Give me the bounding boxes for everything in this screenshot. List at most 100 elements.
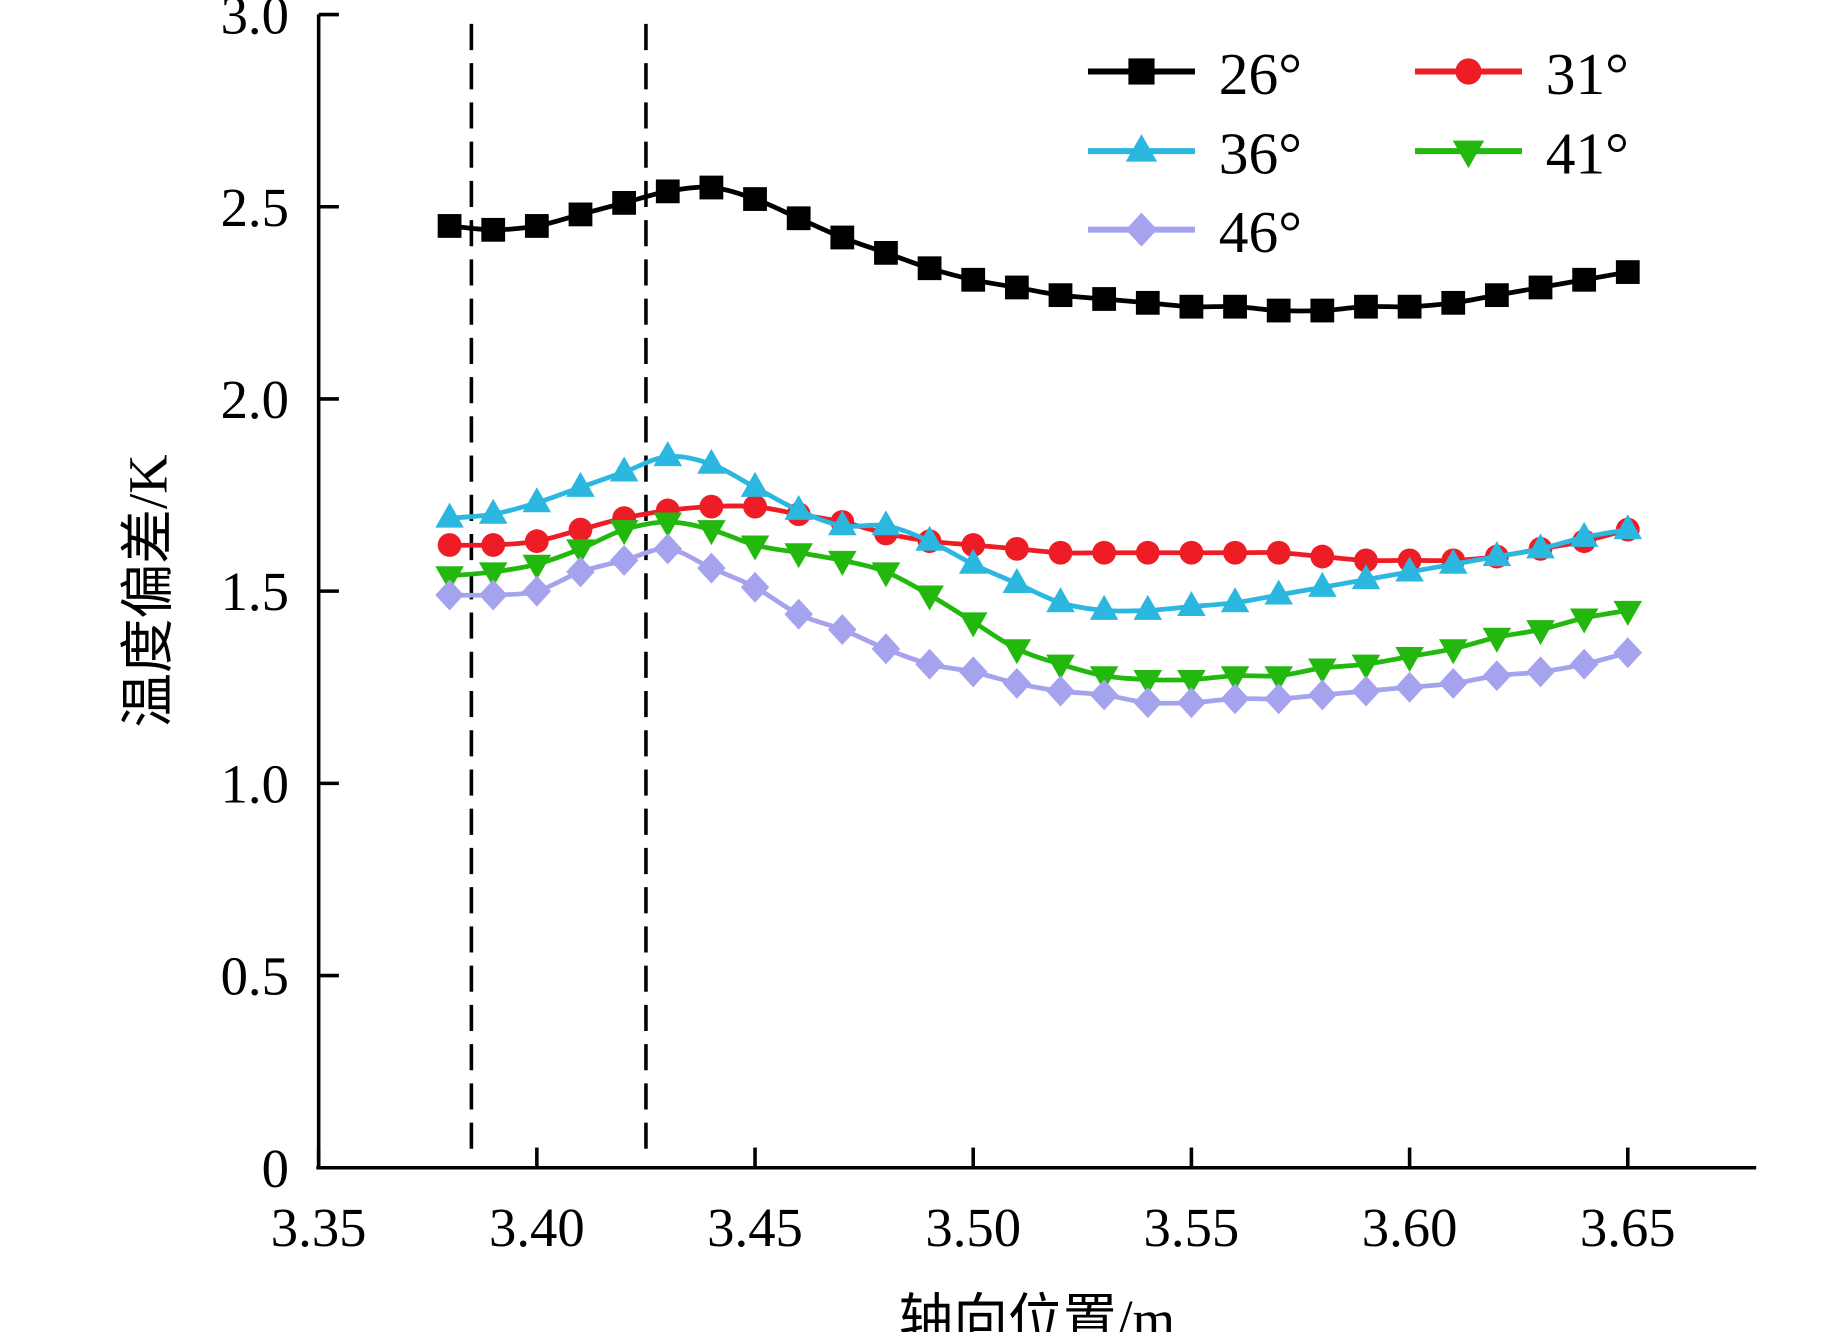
circle-marker (1048, 540, 1073, 565)
diamond-marker (1308, 679, 1337, 711)
square-marker (874, 240, 898, 265)
square-marker (917, 256, 942, 281)
triangle-up-marker (784, 494, 813, 520)
square-marker (1397, 294, 1422, 319)
diamond-marker (1482, 660, 1512, 692)
square-marker (481, 217, 506, 242)
square-marker (568, 202, 593, 227)
circle-marker (743, 494, 767, 519)
triangle-up-marker (1002, 568, 1032, 593)
triangle-up-marker (1438, 548, 1468, 574)
diamond-marker (1220, 683, 1250, 715)
square-marker (1484, 283, 1509, 308)
triangle-up-marker (1125, 134, 1158, 162)
series-line (449, 184, 1629, 314)
circle-marker (437, 533, 462, 557)
square-marker (1179, 294, 1204, 319)
circle-marker (1223, 540, 1247, 565)
y-tick-label: 0.5 (221, 946, 289, 1007)
series-group (435, 175, 1643, 719)
triangle-down-marker (566, 539, 595, 565)
circle-marker (568, 517, 593, 542)
triangle-up-marker (1351, 564, 1381, 590)
triangle-up-marker (1569, 521, 1599, 547)
circle-marker (481, 533, 506, 557)
series-26-deg (437, 175, 1640, 323)
circle-marker (1004, 536, 1029, 561)
y-tick-label: 0 (262, 1138, 289, 1199)
square-marker (1223, 294, 1247, 319)
diamond-marker (653, 533, 683, 565)
series-41-deg (435, 512, 1643, 696)
triangle-down-marker (1220, 666, 1250, 692)
diamond-marker (478, 579, 508, 611)
triangle-up-marker (828, 510, 857, 536)
square-marker (1128, 58, 1155, 85)
diamond-marker (609, 544, 639, 576)
triangle-up-marker (740, 471, 770, 497)
triangle-up-marker (1089, 594, 1119, 620)
square-marker (1048, 283, 1073, 308)
diamond-marker (1613, 637, 1643, 669)
triangle-down-marker (1133, 670, 1163, 696)
square-marker (830, 225, 855, 250)
series-line (449, 453, 1629, 614)
diamond-marker (915, 648, 944, 680)
triangle-up-marker (609, 456, 639, 482)
y-axis-label: 温度偏差/K (117, 454, 178, 727)
triangle-down-marker (697, 520, 726, 546)
triangle-up-marker (435, 502, 464, 528)
diamond-marker (958, 656, 988, 688)
triangle-down-marker (522, 554, 552, 580)
triangle-up-marker (478, 498, 508, 524)
legend-label: 31° (1546, 41, 1629, 107)
circle-marker (524, 529, 549, 554)
triangle-down-marker (609, 520, 639, 546)
x-tick-label: 3.60 (1362, 1197, 1458, 1258)
triangle-up-marker (1482, 541, 1512, 567)
diamond-marker (1264, 683, 1293, 715)
triangle-down-marker (478, 562, 508, 588)
y-tick-label: 3.0 (221, 0, 289, 46)
diamond-marker (828, 614, 857, 646)
y-tick-label: 1.0 (221, 753, 289, 814)
diamond-marker (1351, 675, 1381, 707)
triangle-down-marker (915, 585, 944, 611)
triangle-up-marker (958, 548, 988, 574)
triangle-down-marker (1452, 140, 1485, 169)
triangle-down-marker (1002, 639, 1032, 665)
triangle-up-marker (1177, 591, 1206, 617)
square-marker (1092, 287, 1117, 311)
legend-item: 46° (1087, 199, 1302, 265)
triangle-up-marker (1133, 594, 1163, 620)
triangle-up-marker (1046, 587, 1075, 613)
ticks: 3.35 3.40 3.45 3.50 3.55 3.60 3.65 0 0.5 1.0 1.5 2.… (221, 0, 1676, 1258)
x-tick-label: 3.35 (271, 1197, 367, 1258)
triangle-up-marker (915, 525, 944, 551)
diamond-marker (1438, 667, 1468, 699)
legend-label: 26° (1219, 41, 1302, 107)
y-tick-label: 1.5 (221, 561, 289, 622)
x-tick-label: 3.55 (1144, 1197, 1240, 1258)
legend-item: 31° (1414, 41, 1629, 107)
reference-lines (469, 23, 648, 1160)
diamond-marker (435, 579, 464, 611)
triangle-down-marker (958, 612, 988, 638)
y-tick-label: 2.0 (221, 369, 289, 430)
triangle-down-marker (1613, 600, 1643, 626)
triangle-down-marker (1264, 666, 1293, 692)
series-line (449, 519, 1629, 683)
x-tick-label: 3.65 (1580, 1197, 1676, 1258)
diamond-marker (697, 552, 726, 584)
square-marker (437, 214, 462, 238)
triangle-up-marker (697, 448, 726, 474)
triangle-down-marker (1046, 654, 1075, 680)
square-marker (961, 267, 986, 292)
x-tick-label: 3.45 (707, 1197, 803, 1258)
circle-marker (1354, 548, 1378, 573)
triangle-down-marker (1526, 620, 1555, 646)
legend-label: 46° (1219, 199, 1302, 265)
square-marker (1354, 294, 1378, 319)
square-marker (1310, 298, 1335, 323)
square-marker (699, 175, 724, 200)
